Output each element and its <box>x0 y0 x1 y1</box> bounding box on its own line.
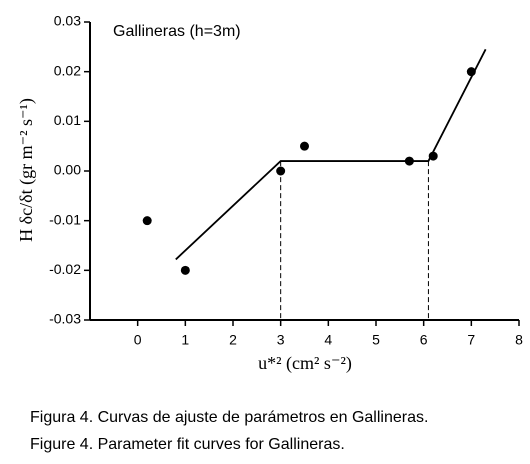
y-tick-label: -0.02 <box>49 261 81 277</box>
x-tick-label: 3 <box>277 332 285 348</box>
point <box>428 151 438 161</box>
x-tick-label: 7 <box>467 332 475 348</box>
y-tick-label: 0.02 <box>54 62 81 78</box>
caption: Figure 4. Parameter fit curves for Galli… <box>30 436 345 453</box>
annotation: Gallineras (h=3m) <box>113 23 241 40</box>
y-tick-label: 0.00 <box>54 162 81 178</box>
x-tick-label: 6 <box>420 332 428 348</box>
point <box>300 141 309 151</box>
x-tick-label: 2 <box>229 332 237 348</box>
point <box>466 67 476 77</box>
fit-line <box>175 48 487 261</box>
x-tick-label: 4 <box>324 332 332 348</box>
point <box>276 166 286 176</box>
y-tick-label: -0.03 <box>49 311 81 327</box>
y-tick-label: 0.01 <box>54 112 81 128</box>
point <box>142 216 152 226</box>
point <box>180 265 190 275</box>
caption: Figura 4. Curvas de ajuste de parámetros… <box>30 409 428 426</box>
x-tick-label: 0 <box>134 332 142 348</box>
y-axis-label: H δc/δt (gr m⁻² s⁻¹) <box>16 98 37 242</box>
x-tick-label: 5 <box>372 332 380 348</box>
point <box>404 156 414 166</box>
x-tick-label: 1 <box>181 332 189 348</box>
y-tick-label: -0.01 <box>49 211 81 227</box>
y-tick-label: 0.03 <box>54 13 81 29</box>
x-tick-label: 8 <box>515 332 523 348</box>
x-axis-label: u*² (cm² s⁻²) <box>258 353 352 374</box>
